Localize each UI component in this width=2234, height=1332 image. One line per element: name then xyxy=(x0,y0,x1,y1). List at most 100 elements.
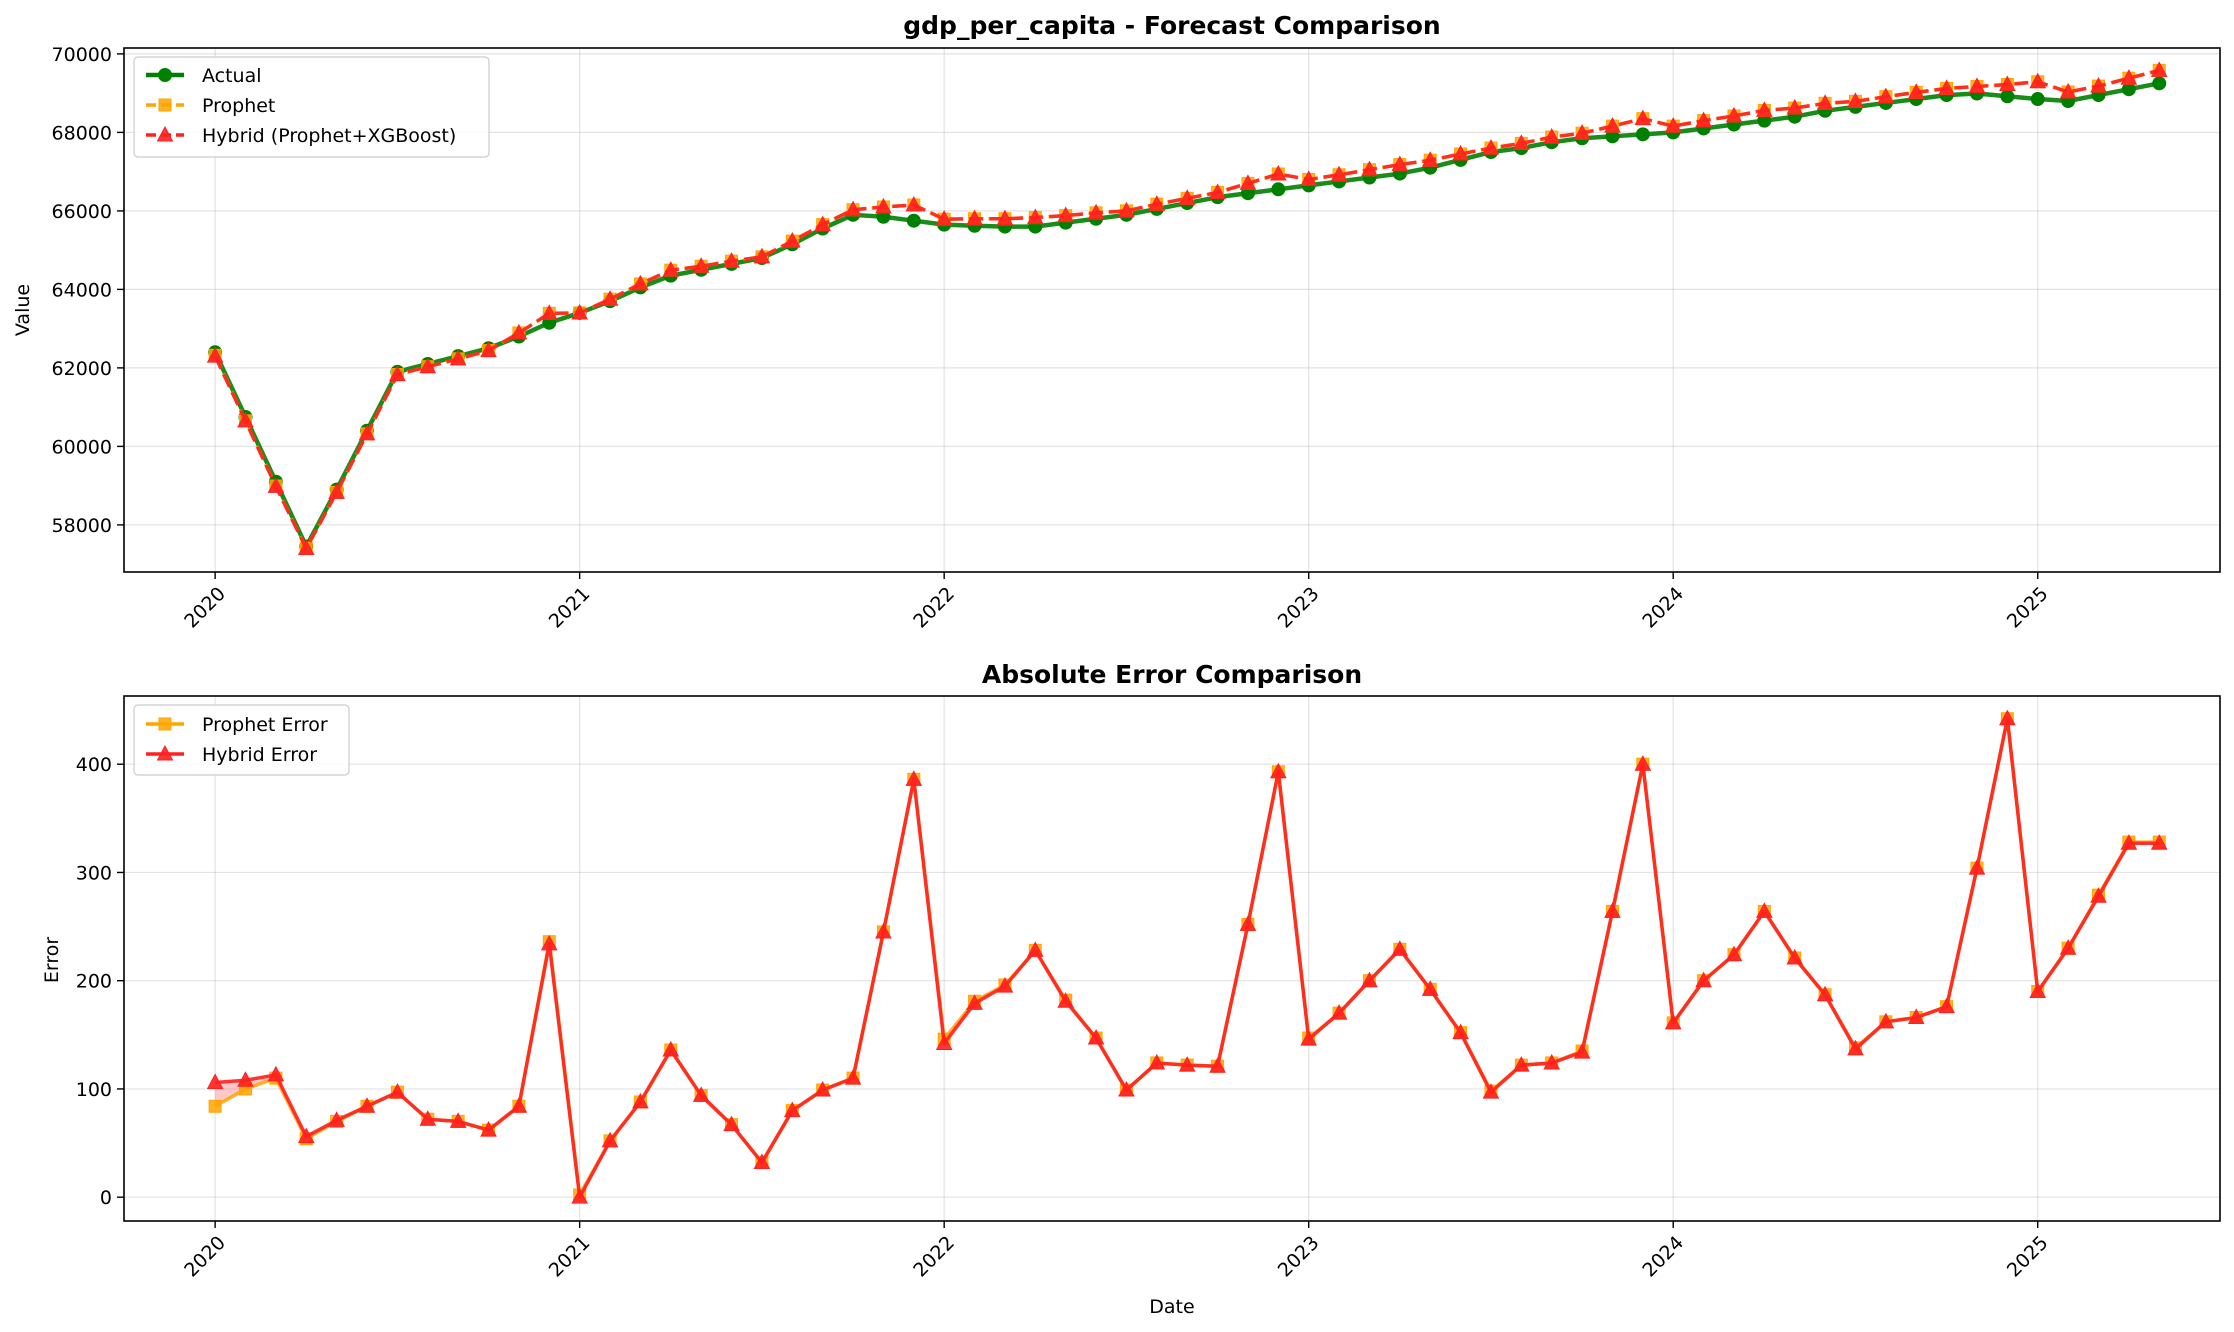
data-point xyxy=(1361,160,1378,177)
data-point xyxy=(1271,182,1286,197)
forecast-title: gdp_per_capita - Forecast Comparison xyxy=(903,11,1440,40)
error-legend-box xyxy=(133,704,350,776)
data-point xyxy=(692,257,710,273)
data-point xyxy=(1664,1013,1682,1030)
data-point xyxy=(662,1040,680,1057)
data-point xyxy=(906,213,921,228)
data-point xyxy=(1391,940,1409,956)
data-point xyxy=(1239,174,1257,190)
data-point xyxy=(358,424,376,441)
legend-swatch-marker xyxy=(158,98,172,112)
data-point xyxy=(1361,971,1378,988)
data-point xyxy=(1907,83,1925,99)
data-point xyxy=(419,357,437,374)
data-point xyxy=(1877,87,1895,104)
forecast-axes-frame xyxy=(123,47,2221,573)
data-point xyxy=(1300,1030,1318,1046)
series-line-2 xyxy=(213,68,2160,551)
data-point xyxy=(1269,164,1287,181)
data-point xyxy=(449,349,467,366)
data-point xyxy=(2059,939,2077,955)
data-point xyxy=(1057,206,1075,223)
data-point xyxy=(814,215,832,232)
data-point xyxy=(1118,201,1135,218)
legend-label: Prophet Error xyxy=(202,714,328,736)
data-point xyxy=(935,210,953,226)
data-point xyxy=(297,1127,315,1144)
data-point xyxy=(1756,101,1773,117)
data-point xyxy=(1239,915,1257,931)
data-point xyxy=(723,252,740,268)
data-point xyxy=(723,1115,740,1132)
data-point xyxy=(1786,948,1804,965)
forecast-legend: Actual Prophet Hybrid (Prophet+XGBoost) xyxy=(133,56,490,158)
data-point xyxy=(1635,127,1650,142)
data-point xyxy=(1421,151,1439,167)
data-point xyxy=(1938,997,1955,1014)
data-point xyxy=(2120,69,2138,85)
data-point xyxy=(1178,189,1196,205)
y-tick-label: 300 xyxy=(76,862,112,884)
data-point xyxy=(1512,134,1530,150)
y-tick-label: 64000 xyxy=(52,279,112,301)
data-point xyxy=(1421,980,1439,996)
legend-label: Hybrid Error xyxy=(202,744,317,766)
y-tick-label: 400 xyxy=(76,754,112,776)
data-point xyxy=(966,994,983,1010)
data-point xyxy=(753,1153,771,1170)
data-point xyxy=(632,1092,649,1109)
legend-label: Actual xyxy=(202,65,262,87)
data-point xyxy=(783,1101,801,1118)
data-point xyxy=(419,1110,437,1126)
data-point xyxy=(1847,92,1864,108)
data-point xyxy=(1543,128,1561,144)
y-tick-label: 0 xyxy=(100,1187,112,1209)
data-point xyxy=(1057,992,1075,1008)
error-title: Absolute Error Comparison xyxy=(982,660,1362,689)
data-point xyxy=(1026,941,1044,957)
error-grid xyxy=(124,696,2220,1221)
error-y-ticks: 0 100 200 300 400 xyxy=(76,754,124,1209)
data-point xyxy=(480,1121,497,1137)
data-point xyxy=(2150,834,2168,850)
data-point xyxy=(1573,1043,1591,1059)
data-point xyxy=(1482,1083,1500,1099)
data-point xyxy=(2030,92,2045,107)
data-point xyxy=(2150,61,2168,77)
data-point xyxy=(783,232,801,248)
data-point xyxy=(2000,89,2015,104)
data-point xyxy=(966,209,983,226)
data-point xyxy=(1634,109,1652,126)
legend-swatch-marker xyxy=(158,717,172,731)
data-point xyxy=(267,477,285,493)
data-point xyxy=(237,411,254,428)
forecast-legend-box xyxy=(133,56,490,158)
data-point xyxy=(1452,144,1469,161)
data-point xyxy=(328,1111,345,1127)
data-point xyxy=(206,347,224,363)
y-tick-label: 100 xyxy=(76,1079,112,1101)
data-point xyxy=(875,922,892,939)
data-point xyxy=(1999,709,2016,726)
error-series xyxy=(206,709,2168,1204)
y-tick-label: 62000 xyxy=(52,358,112,380)
data-point xyxy=(814,1080,832,1097)
y-tick-label: 70000 xyxy=(52,44,112,66)
data-point xyxy=(389,365,406,382)
data-point xyxy=(571,303,588,320)
y-tick-label: 60000 xyxy=(52,436,112,458)
legend-swatch-marker xyxy=(158,68,172,82)
data-point xyxy=(1330,165,1348,182)
data-point xyxy=(844,200,862,217)
data-point xyxy=(692,1086,710,1102)
data-point xyxy=(662,261,680,277)
data-point xyxy=(1118,1080,1135,1097)
data-point xyxy=(449,1112,467,1128)
data-point xyxy=(1938,79,1955,95)
data-point xyxy=(1725,106,1743,123)
data-point xyxy=(1087,1029,1105,1045)
data-point xyxy=(1209,1057,1226,1073)
data-point xyxy=(1148,195,1166,211)
data-point xyxy=(601,290,619,306)
data-point xyxy=(1695,111,1712,128)
